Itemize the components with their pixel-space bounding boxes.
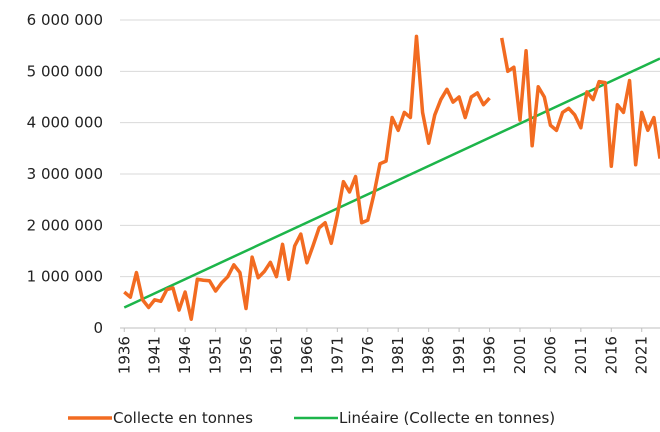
x-tick-label: 1961 bbox=[267, 336, 285, 374]
y-tick-label: 1 000 000 bbox=[27, 268, 103, 286]
x-tick-label: 1986 bbox=[420, 336, 438, 374]
x-tick-label: 1956 bbox=[237, 336, 255, 374]
x-tick-label: 1941 bbox=[146, 336, 164, 374]
x-tick-label: 2021 bbox=[633, 336, 651, 374]
x-tick-label: 1996 bbox=[481, 336, 499, 374]
y-tick-label: 2 000 000 bbox=[27, 216, 103, 234]
y-tick-label: 0 bbox=[93, 319, 103, 337]
x-tick-label: 1936 bbox=[115, 336, 133, 374]
x-tick-label: 1981 bbox=[389, 336, 407, 374]
x-tick-label: 1951 bbox=[207, 336, 225, 374]
x-tick-label: 2016 bbox=[602, 336, 620, 374]
series-line bbox=[123, 34, 660, 322]
y-tick-label: 6 000 000 bbox=[27, 11, 103, 29]
x-tick-label: 2011 bbox=[572, 336, 590, 374]
y-tick-label: 5 000 000 bbox=[27, 62, 103, 80]
x-tick-label: 1971 bbox=[328, 336, 346, 374]
legend-label: Collecte en tonnes bbox=[113, 409, 253, 427]
x-tick-label: 2006 bbox=[541, 336, 559, 374]
y-tick-label: 3 000 000 bbox=[27, 165, 103, 183]
y-tick-label: 4 000 000 bbox=[27, 114, 103, 132]
x-tick-label: 1976 bbox=[359, 336, 377, 374]
x-tick-label: 1966 bbox=[298, 336, 316, 374]
series-line bbox=[123, 57, 660, 309]
x-tick-label: 2001 bbox=[511, 336, 529, 374]
legend-label: Linéaire (Collecte en tonnes) bbox=[339, 409, 555, 427]
x-tick-label: 1991 bbox=[450, 336, 468, 374]
x-tick-label: 1946 bbox=[176, 336, 194, 374]
